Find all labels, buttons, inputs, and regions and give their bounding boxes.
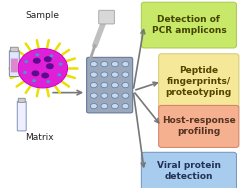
FancyBboxPatch shape — [141, 2, 236, 48]
Circle shape — [23, 71, 27, 74]
FancyBboxPatch shape — [159, 105, 239, 147]
Circle shape — [101, 72, 108, 77]
Circle shape — [90, 93, 97, 98]
Circle shape — [44, 56, 52, 62]
Circle shape — [46, 80, 50, 83]
Text: Sample: Sample — [25, 11, 60, 20]
Circle shape — [101, 61, 108, 67]
Circle shape — [90, 72, 97, 77]
Circle shape — [112, 82, 118, 88]
FancyBboxPatch shape — [141, 152, 236, 189]
Circle shape — [112, 61, 118, 67]
Circle shape — [59, 63, 62, 66]
Circle shape — [101, 104, 108, 109]
Circle shape — [57, 73, 61, 76]
Circle shape — [122, 104, 129, 109]
Text: Matrix: Matrix — [25, 133, 54, 142]
FancyBboxPatch shape — [11, 58, 18, 72]
Ellipse shape — [18, 49, 67, 88]
Circle shape — [101, 93, 108, 98]
Circle shape — [32, 79, 36, 82]
FancyBboxPatch shape — [99, 10, 114, 24]
Circle shape — [90, 104, 97, 109]
Circle shape — [112, 104, 118, 109]
Circle shape — [112, 93, 118, 98]
Circle shape — [35, 53, 39, 56]
Circle shape — [50, 54, 54, 57]
FancyBboxPatch shape — [10, 47, 18, 52]
Text: Detection of
PCR amplicons: Detection of PCR amplicons — [151, 15, 226, 35]
Circle shape — [31, 70, 39, 76]
FancyBboxPatch shape — [87, 57, 133, 113]
Text: Viral protein
detection: Viral protein detection — [157, 161, 221, 181]
Circle shape — [41, 73, 49, 78]
FancyBboxPatch shape — [9, 51, 19, 77]
Circle shape — [24, 60, 28, 63]
Circle shape — [33, 58, 41, 64]
FancyBboxPatch shape — [18, 98, 25, 102]
Circle shape — [112, 72, 118, 77]
Circle shape — [122, 61, 129, 67]
Text: Peptide
fingerprints/
proteotyping: Peptide fingerprints/ proteotyping — [166, 66, 232, 97]
Circle shape — [122, 93, 129, 98]
FancyBboxPatch shape — [17, 101, 26, 131]
Text: Host-response
profiling: Host-response profiling — [162, 116, 236, 136]
Circle shape — [90, 61, 97, 67]
Circle shape — [90, 82, 97, 88]
Circle shape — [46, 63, 54, 69]
FancyBboxPatch shape — [159, 54, 239, 109]
Circle shape — [122, 72, 129, 77]
Circle shape — [122, 82, 129, 88]
Circle shape — [101, 82, 108, 88]
